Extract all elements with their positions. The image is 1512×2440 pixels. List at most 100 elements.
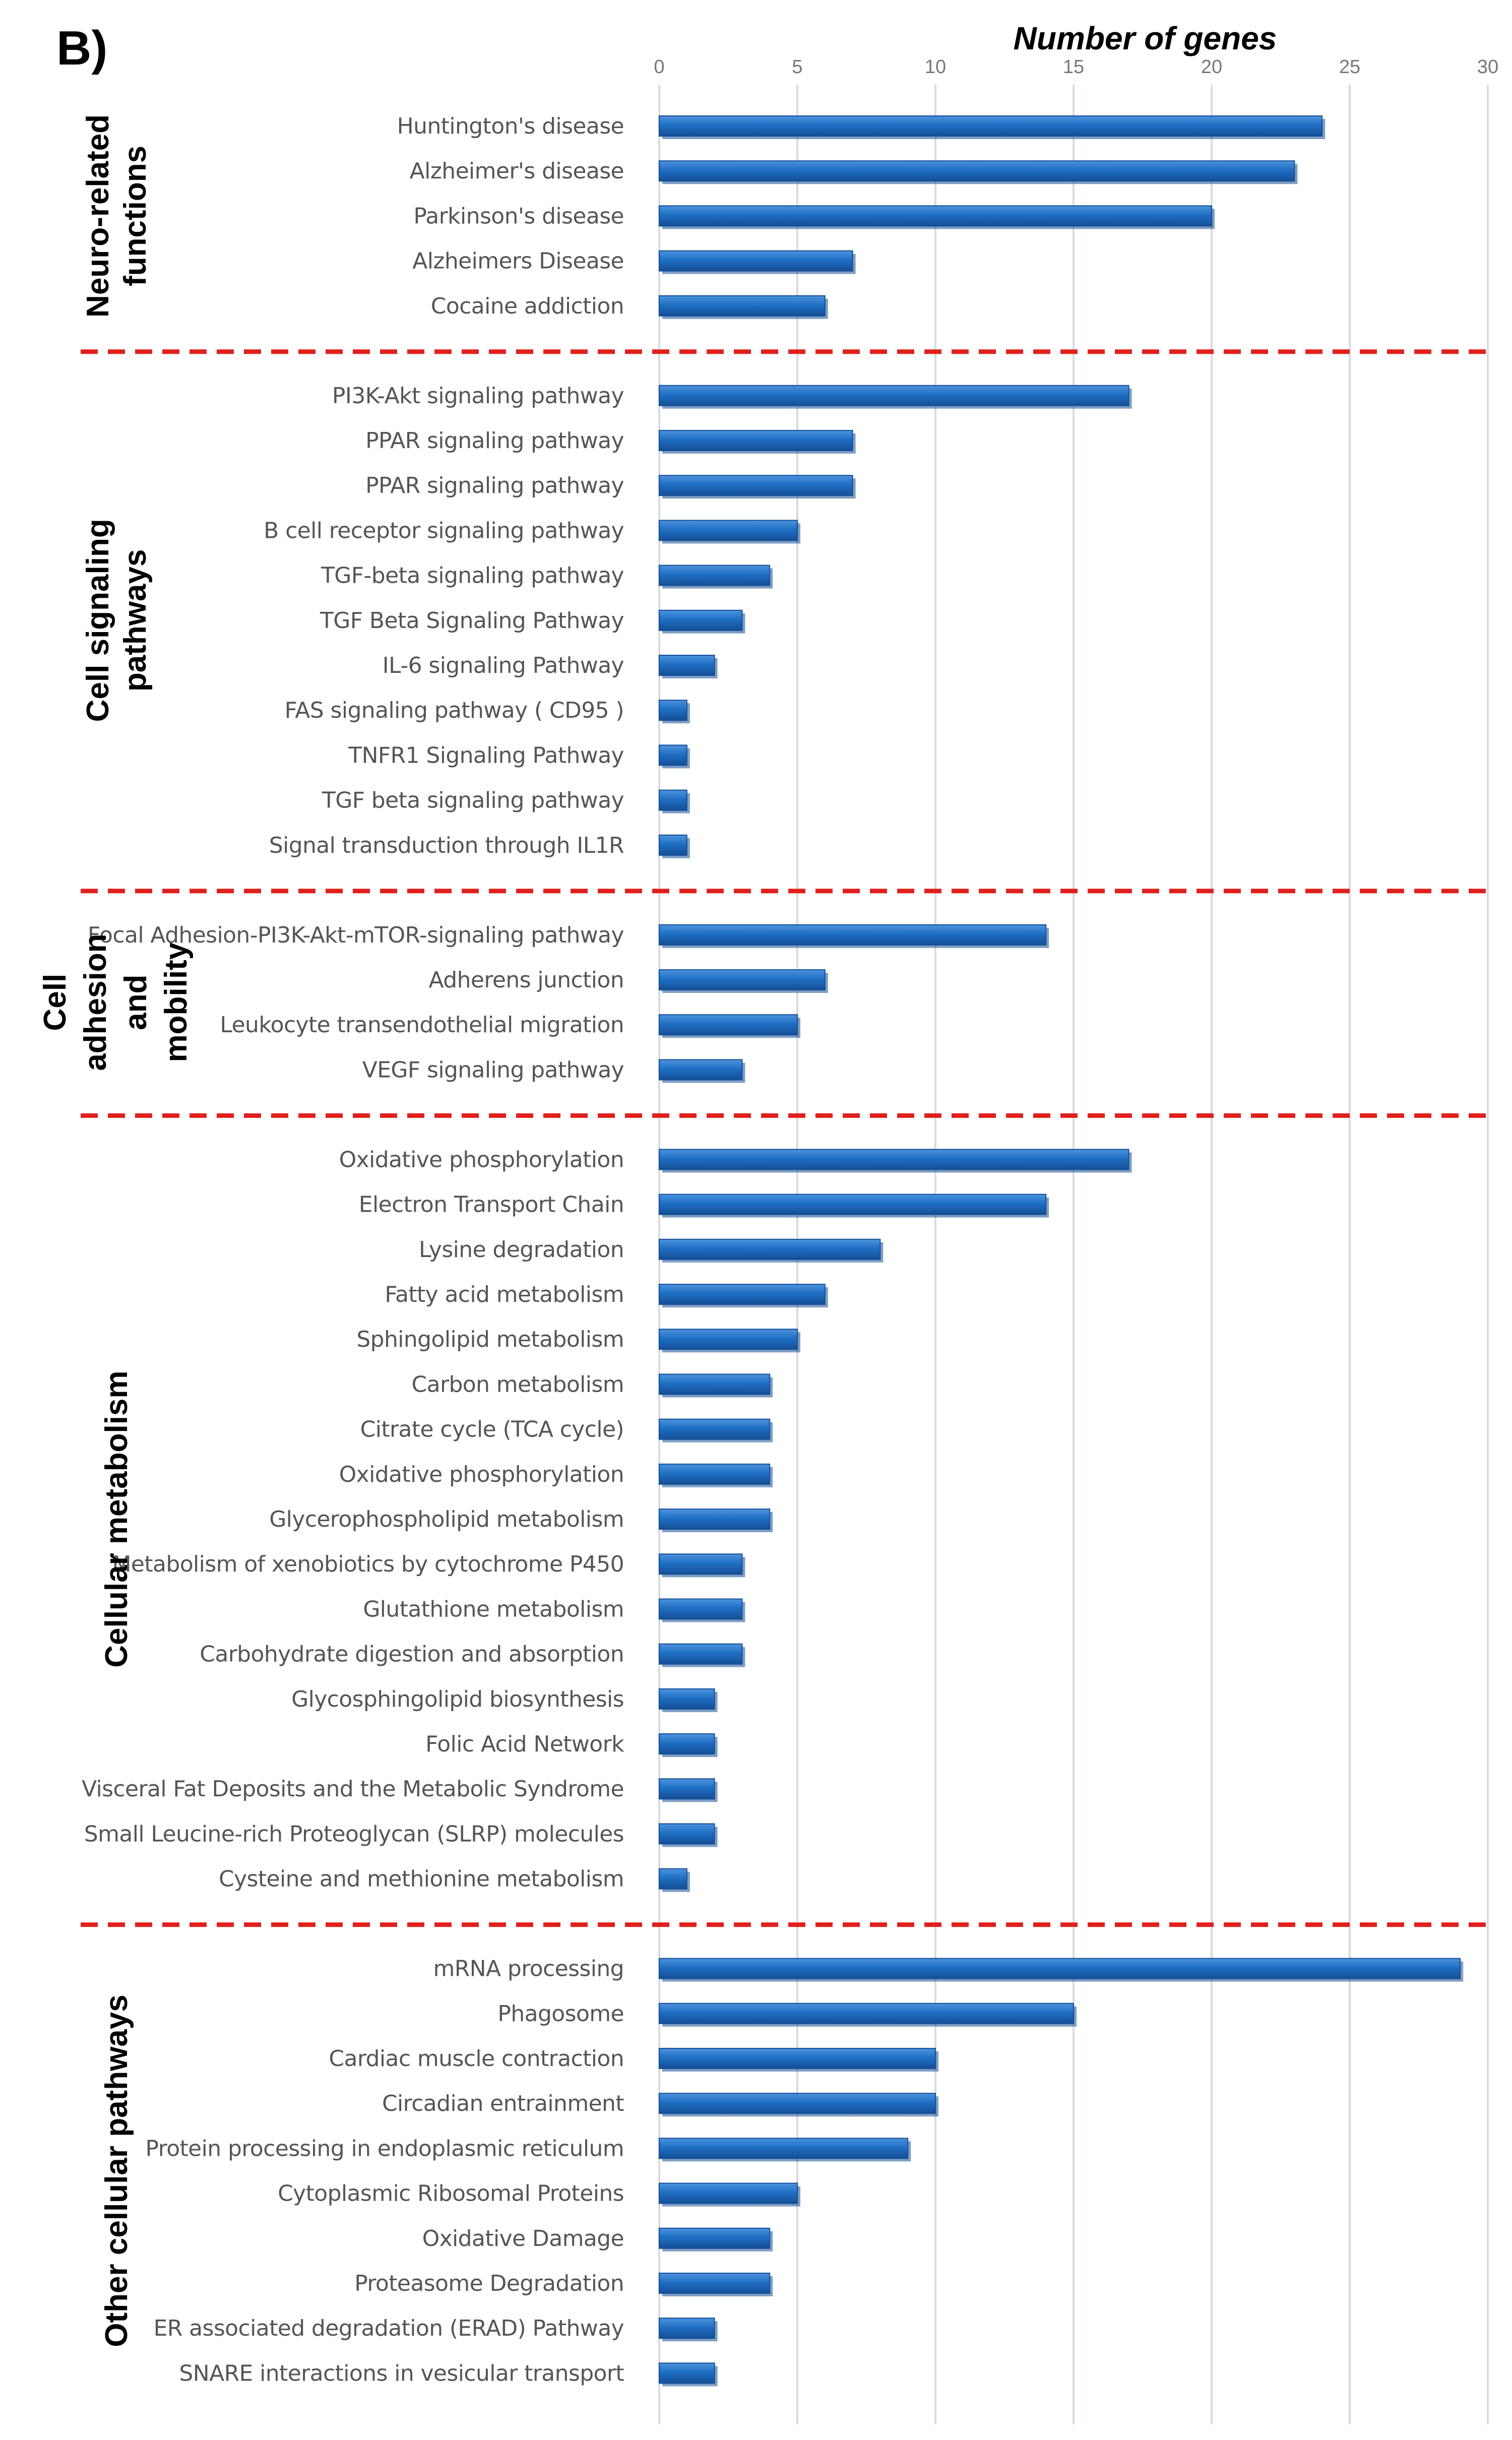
x-tick-label: 5: [792, 56, 802, 78]
category-label: ER associated degradation (ERAD) Pathway: [154, 2316, 624, 2341]
x-axis-title: Number of genes: [1014, 20, 1277, 56]
bar: [659, 1598, 743, 1620]
x-tick-label: 10: [925, 56, 946, 78]
category-label: Glutathione metabolism: [363, 1596, 624, 1622]
category-label: B cell receptor signaling pathway: [264, 518, 624, 543]
bar: [659, 295, 826, 317]
category-label: Carbohydrate digestion and absorption: [200, 1642, 624, 1667]
bar: [659, 1823, 715, 1845]
category-label: Parkinson's disease: [413, 203, 624, 229]
bar: [659, 1329, 798, 1350]
bar: [659, 789, 687, 811]
bar: [659, 1014, 798, 1036]
bar: [659, 2318, 715, 2339]
x-tick-label: 20: [1201, 56, 1222, 78]
category-label: TGF-beta signaling pathway: [321, 563, 624, 589]
bars: [659, 115, 1464, 2387]
group-label: Other cellular pathways: [99, 1994, 134, 2347]
group-label-line: functions: [118, 146, 153, 286]
bar: [659, 1643, 743, 1665]
bar: [659, 2003, 1074, 2024]
group-label: Neuro-relatedfunctions: [81, 114, 153, 318]
group-label-line: Neuro-related: [81, 114, 115, 318]
bar: [659, 744, 687, 766]
category-label: TGF Beta Signaling Pathway: [320, 608, 624, 634]
group-label-line: adhesion: [78, 934, 113, 1071]
category-label: Visceral Fat Deposits and the Metabolic …: [82, 1776, 624, 1802]
category-label: Leukocyte transendothelial migration: [220, 1012, 624, 1038]
category-label: Folic Acid Network: [425, 1731, 624, 1757]
category-label: Signal transduction through IL1R: [269, 833, 624, 858]
category-label: FAS signaling pathway ( CD95 ): [285, 698, 624, 723]
bar: [659, 115, 1323, 137]
category-label: mRNA processing: [433, 1956, 624, 1982]
group-label-line: pathways: [118, 549, 153, 692]
x-tick-label: 15: [1063, 56, 1084, 78]
x-axis-ticks: 0 5 10 15 20 25 30: [654, 56, 1498, 78]
bar: [659, 205, 1212, 227]
bar: [659, 160, 1295, 182]
category-label: Citrate cycle (TCA cycle): [360, 1417, 624, 1443]
category-label: PPAR signaling pathway: [365, 473, 624, 498]
bar: [659, 385, 1129, 406]
category-label: Cysteine and methionine metabolism: [219, 1866, 624, 1892]
bar: [659, 2182, 798, 2204]
bar: [659, 250, 853, 272]
bar: [659, 2093, 936, 2114]
bar: [659, 430, 853, 451]
bar: [659, 1373, 771, 1395]
bar: [659, 2138, 909, 2159]
bar: [659, 1778, 715, 1800]
category-label: Lysine degradation: [419, 1237, 624, 1263]
bar: [659, 1958, 1461, 1979]
bar: [659, 700, 687, 721]
category-labels: Huntington's disease Alzheimer's disease P…: [82, 113, 625, 2386]
category-label: Metabolism of xenobiotics by cytochrome …: [112, 1551, 624, 1577]
category-label: Cytoplasmic Ribosomal Proteins: [278, 2181, 624, 2207]
category-label: Oxidative phosphorylation: [339, 1147, 624, 1172]
category-label: Alzheimers Disease: [412, 248, 624, 274]
category-label: VEGF signaling pathway: [362, 1057, 624, 1083]
x-tick-label: 0: [654, 56, 664, 78]
group-labels: Neuro-relatedfunctions Cell signalingpath…: [38, 114, 194, 2347]
category-label: Focal Adhesion-PI3K-Akt-mTOR-signaling p…: [88, 922, 624, 948]
bar: [659, 1509, 771, 1530]
category-label: Oxidative phosphorylation: [339, 1462, 624, 1487]
category-label: TNFR1 Signaling Pathway: [348, 742, 624, 768]
bar: [659, 2048, 936, 2069]
group-separators: [81, 349, 1492, 1927]
category-label: Cocaine addiction: [431, 293, 624, 319]
category-label: Carbon metabolism: [411, 1371, 624, 1397]
category-label: PI3K-Akt signaling pathway: [332, 383, 624, 409]
group-label: Cell signalingpathways: [81, 519, 153, 722]
category-label: Electron Transport Chain: [359, 1192, 624, 1218]
bar: [659, 1059, 743, 1081]
x-tick-label: 25: [1339, 56, 1360, 78]
bar: [659, 969, 826, 990]
category-label: Alzheimer's disease: [410, 158, 624, 184]
group-label-line: Other cellular pathways: [99, 1994, 134, 2347]
bar: [659, 1868, 687, 1890]
group-label: Cellular metabolism: [99, 1370, 134, 1667]
category-label: SNARE interactions in vesicular transpor…: [179, 2360, 624, 2386]
category-label: TGF beta signaling pathway: [322, 788, 624, 814]
category-label: Protein processing in endoplasmic reticu…: [146, 2136, 624, 2161]
bar: [659, 520, 798, 541]
group-label-line: Cellular metabolism: [99, 1370, 134, 1667]
bar: [659, 1149, 1129, 1170]
category-label: Oxidative Damage: [422, 2226, 624, 2251]
category-label: Proteasome Degradation: [354, 2271, 624, 2296]
gridlines: [658, 85, 1489, 2424]
category-label: Glycosphingolipid biosynthesis: [291, 1686, 624, 1712]
bar: [659, 1553, 743, 1575]
group-label-line: mobility: [159, 942, 194, 1062]
bar: [659, 1418, 771, 1440]
category-label: PPAR signaling pathway: [365, 428, 624, 454]
bar: [659, 1194, 1047, 1215]
bar: [659, 1238, 881, 1260]
category-label: Glycerophospholipid metabolism: [269, 1507, 624, 1532]
category-label: Huntington's disease: [397, 113, 624, 139]
bar: [659, 475, 853, 496]
category-label: Phagosome: [497, 2001, 624, 2027]
